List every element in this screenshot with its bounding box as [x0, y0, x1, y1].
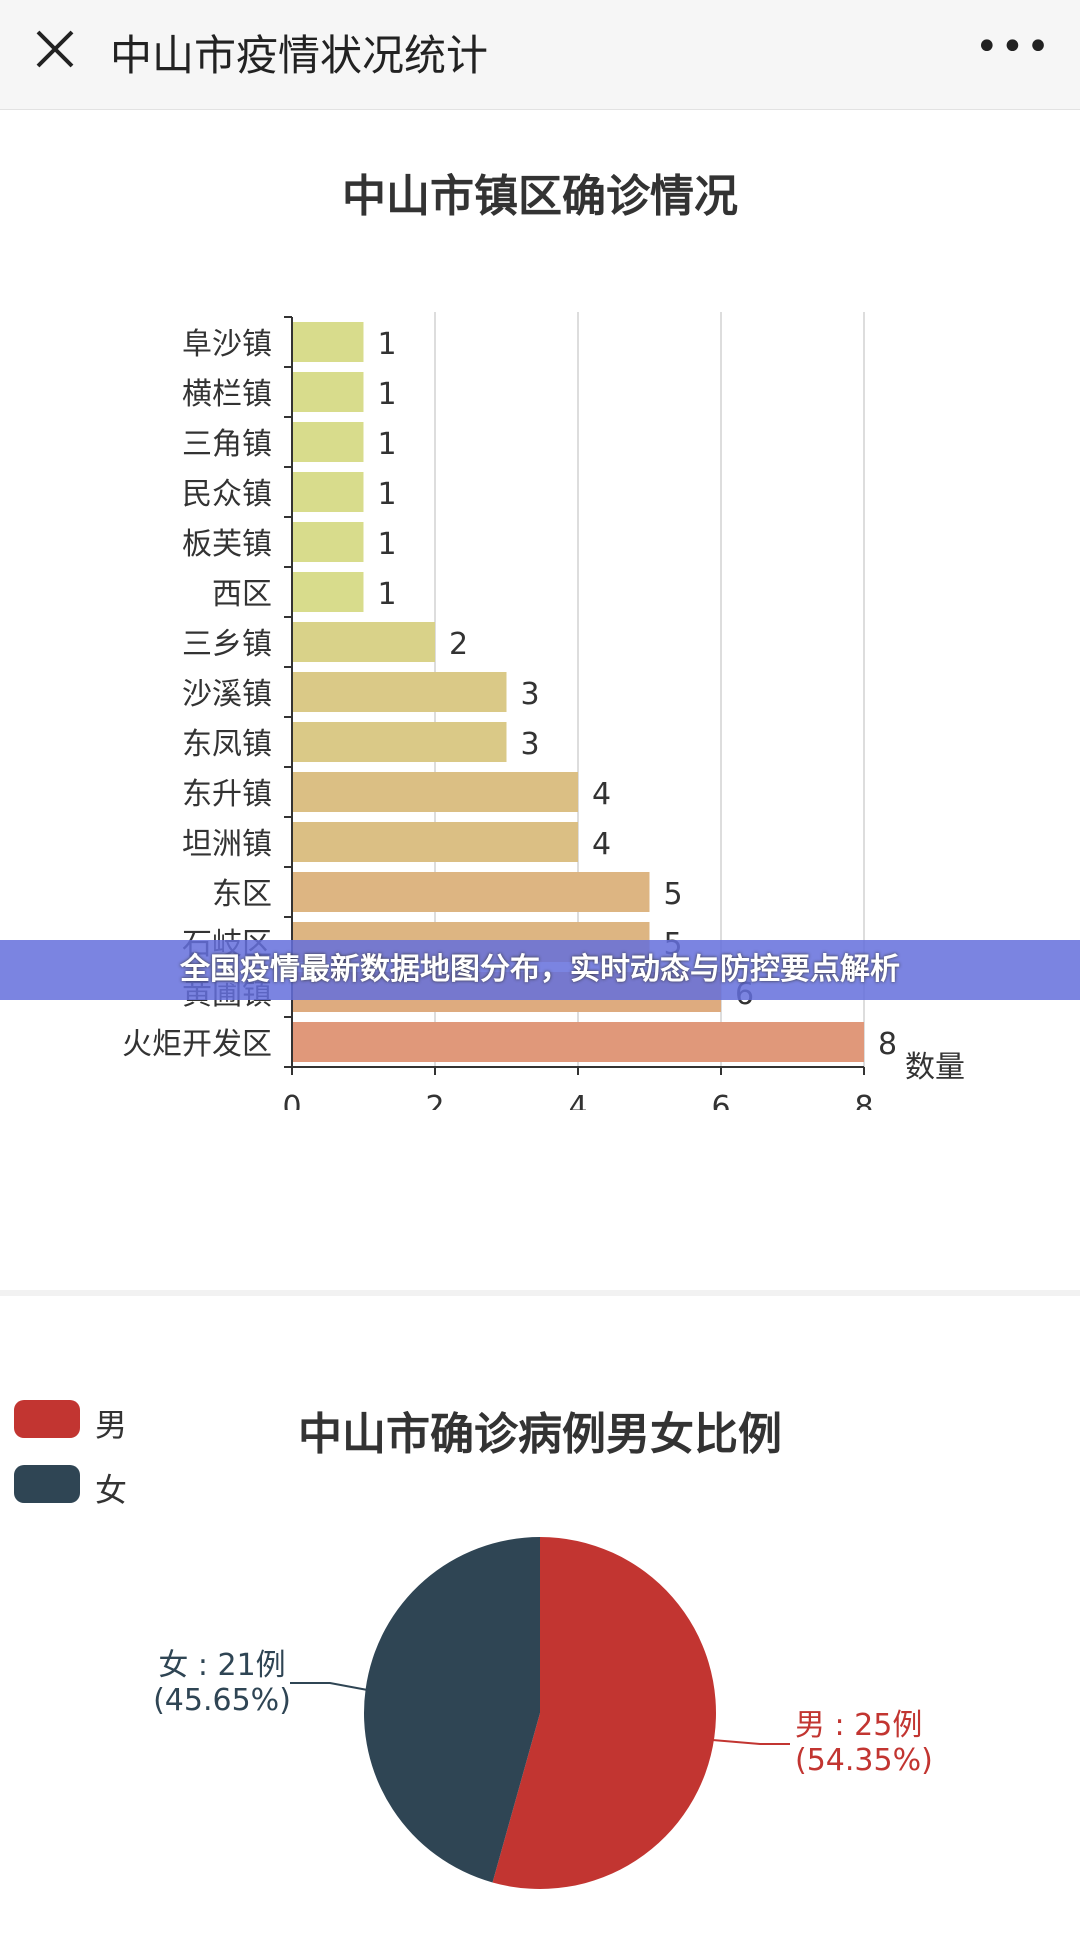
value-label: 1	[378, 527, 397, 562]
category-label: 横栏镇	[182, 377, 272, 412]
x-tick-label: 0	[282, 1090, 301, 1110]
bar-横栏镇	[293, 372, 364, 412]
section-divider	[0, 1290, 1080, 1296]
bar-三乡镇	[293, 622, 435, 662]
category-label: 民众镇	[182, 477, 272, 512]
category-label: 西区	[212, 577, 272, 612]
bar-火炬开发区	[293, 1022, 864, 1062]
legend-label-male: 男	[95, 1406, 128, 1444]
pie-slice-male	[492, 1537, 716, 1889]
category-label: 阜沙镇	[182, 327, 272, 362]
value-label: 4	[592, 777, 611, 812]
value-label: 1	[378, 577, 397, 612]
value-label: 1	[378, 377, 397, 412]
pie-label-female-percent: (45.65%)	[153, 1683, 291, 1718]
value-label: 1	[378, 327, 397, 362]
page-title: 中山市疫情状况统计	[110, 31, 489, 80]
more-icon[interactable]: •••	[975, 24, 1052, 70]
value-label: 4	[592, 827, 611, 862]
value-label: 1	[378, 477, 397, 512]
x-axis-label: 数量	[905, 1050, 965, 1085]
bar-西区	[293, 572, 364, 612]
value-label: 3	[521, 677, 540, 712]
category-label: 沙溪镇	[182, 677, 272, 712]
pie-label-male-percent: (54.35%)	[795, 1743, 933, 1778]
bar-东升镇	[293, 772, 578, 812]
bar-板芙镇	[293, 522, 364, 562]
bar-东区	[293, 872, 650, 912]
legend-swatch-male[interactable]	[14, 1400, 80, 1438]
category-label: 东升镇	[182, 777, 272, 812]
bar-民众镇	[293, 472, 364, 512]
pie-slice-female	[363, 1537, 540, 1883]
pie-chart-title: 中山市确诊病例男女比例	[298, 1409, 782, 1460]
category-label: 坦洲镇	[182, 827, 272, 862]
x-tick-label: 8	[854, 1090, 873, 1110]
bar-东凤镇	[293, 722, 507, 762]
pie-label-female: 女 : 21例	[158, 1648, 285, 1683]
category-label: 三乡镇	[182, 627, 272, 662]
value-label: 2	[449, 627, 468, 662]
x-tick-label: 2	[425, 1090, 444, 1110]
legend-swatch-female[interactable]	[14, 1465, 80, 1503]
value-label: 1	[378, 427, 397, 462]
label-line-male	[712, 1739, 790, 1745]
label-line-female	[290, 1682, 368, 1691]
bar-三角镇	[293, 422, 364, 462]
bar-坦洲镇	[293, 822, 578, 862]
bar-沙溪镇	[293, 672, 507, 712]
pie-label-male: 男 : 25例	[795, 1708, 922, 1743]
pie-chart: 男 : 25例(54.35%) 女 : 21例(45.65%)	[153, 1537, 933, 1889]
close-icon[interactable]	[30, 24, 80, 74]
bar-阜沙镇	[293, 322, 364, 362]
category-label: 火炬开发区	[122, 1027, 272, 1062]
category-label: 板芙镇	[182, 527, 272, 562]
overlay-banner: 全国疫情最新数据地图分布，实时动态与防控要点解析	[0, 940, 1080, 1000]
category-label: 东凤镇	[182, 727, 272, 762]
category-label: 三角镇	[182, 427, 272, 462]
x-tick-label: 4	[568, 1090, 587, 1110]
bar-chart-title: 中山市镇区确诊情况	[342, 171, 738, 222]
legend-label-female: 女	[95, 1471, 128, 1509]
app-header: 中山市疫情状况统计 •••	[0, 0, 1080, 110]
value-label: 3	[521, 727, 540, 762]
x-tick-label: 6	[711, 1090, 730, 1110]
value-label: 5	[664, 877, 683, 912]
category-label: 东区	[212, 877, 272, 912]
value-label: 8	[878, 1027, 897, 1062]
